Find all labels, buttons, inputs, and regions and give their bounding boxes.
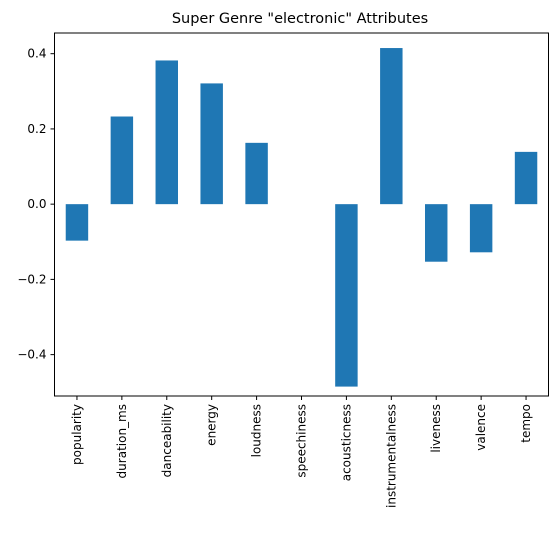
x-tick-label: speechiness (295, 404, 309, 478)
x-tick-label: energy (205, 404, 219, 446)
x-tick-label: valence (474, 404, 488, 451)
bar-duration_ms (110, 116, 134, 205)
plot-frame (54, 32, 549, 397)
x-axis: popularity duration_ms danceability energy l… (70, 396, 533, 508)
bar-tempo (514, 151, 538, 205)
x-tick-label: danceability (160, 404, 174, 477)
y-tick-label: 0.2 (27, 122, 46, 136)
x-tick-label: acousticness (339, 404, 353, 481)
y-tick-label: 0.4 (27, 47, 46, 61)
y-tick-label: 0.0 (27, 197, 46, 211)
x-tick-label: instrumentalness (384, 404, 398, 508)
y-tick-label: −0.4 (17, 348, 46, 362)
bar-liveness (425, 204, 448, 262)
bar-acousticness (335, 204, 358, 387)
x-tick-label: tempo (519, 404, 533, 443)
y-tick-label: −0.2 (17, 272, 46, 286)
x-tick-label: popularity (70, 404, 84, 465)
bar-danceability (155, 60, 178, 205)
bars-group (65, 48, 538, 387)
bar-valence (469, 204, 493, 253)
bar-loudness (245, 142, 268, 205)
chart-title: Super Genre "electronic" Attributes (172, 11, 428, 27)
x-tick-label: duration_ms (115, 404, 129, 478)
x-tick-label: liveness (429, 404, 443, 453)
bar-instrumentalness (380, 48, 403, 205)
x-tick-label: loudness (250, 404, 264, 457)
y-axis: −0.4 −0.2 0.0 0.2 0.4 (17, 47, 55, 362)
bar-popularity (65, 204, 89, 241)
bar-energy (200, 83, 223, 205)
